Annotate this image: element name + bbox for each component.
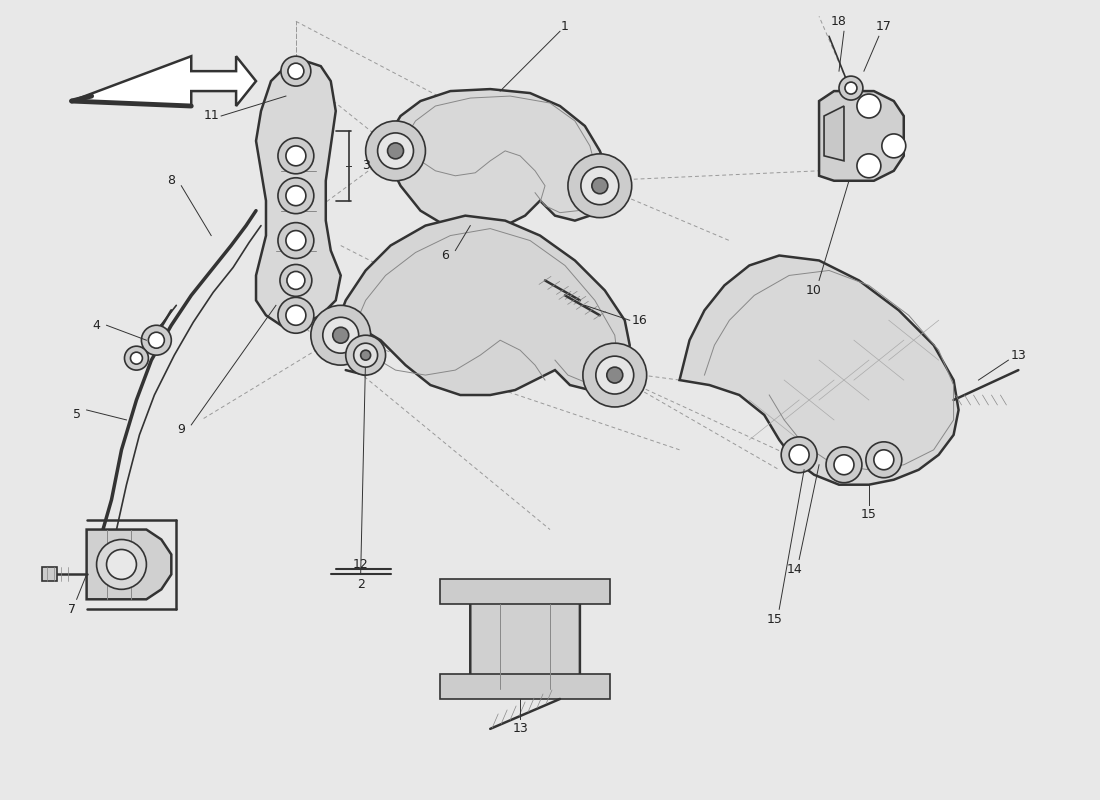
Circle shape [607, 367, 623, 383]
Polygon shape [72, 56, 256, 106]
Circle shape [280, 56, 311, 86]
Circle shape [311, 306, 371, 365]
Circle shape [365, 121, 426, 181]
Text: 9: 9 [177, 423, 185, 436]
Circle shape [789, 445, 810, 465]
Circle shape [131, 352, 142, 364]
Circle shape [142, 326, 172, 355]
Polygon shape [680, 255, 958, 485]
Circle shape [592, 178, 608, 194]
Circle shape [286, 146, 306, 166]
Text: 6: 6 [441, 249, 449, 262]
Text: 14: 14 [786, 563, 802, 576]
Circle shape [286, 230, 306, 250]
Circle shape [97, 539, 146, 590]
Text: 1: 1 [561, 20, 569, 33]
Text: 15: 15 [861, 508, 877, 521]
Circle shape [279, 265, 311, 296]
Polygon shape [471, 584, 580, 689]
Circle shape [568, 154, 631, 218]
Circle shape [583, 343, 647, 407]
Circle shape [333, 327, 349, 343]
Text: 2: 2 [356, 578, 364, 591]
Circle shape [839, 76, 862, 100]
Circle shape [882, 134, 905, 158]
Circle shape [278, 298, 314, 334]
Circle shape [286, 306, 306, 326]
Text: 10: 10 [806, 284, 822, 297]
Circle shape [278, 222, 314, 258]
Text: 4: 4 [92, 318, 100, 332]
Polygon shape [386, 89, 609, 230]
Circle shape [857, 94, 881, 118]
Text: 7: 7 [68, 602, 76, 616]
Text: 8: 8 [167, 174, 175, 187]
Circle shape [857, 154, 881, 178]
Circle shape [781, 437, 817, 473]
Circle shape [361, 350, 371, 360]
Circle shape [107, 550, 136, 579]
Circle shape [322, 318, 359, 353]
Text: 16: 16 [631, 314, 648, 326]
Circle shape [826, 447, 862, 482]
Circle shape [148, 332, 164, 348]
Circle shape [873, 450, 894, 470]
Text: 15: 15 [767, 613, 782, 626]
Polygon shape [820, 91, 904, 181]
Text: 5: 5 [73, 409, 80, 422]
Polygon shape [256, 61, 341, 326]
Bar [440, 579, 609, 604]
Polygon shape [87, 530, 172, 599]
Polygon shape [42, 567, 57, 582]
Text: 12: 12 [353, 558, 369, 571]
Text: 13: 13 [1011, 349, 1026, 362]
Text: 18: 18 [832, 15, 847, 28]
Circle shape [288, 63, 304, 79]
Text: 11: 11 [204, 110, 219, 122]
Polygon shape [331, 216, 629, 395]
Text: 13: 13 [513, 722, 528, 735]
Circle shape [596, 356, 634, 394]
Bar [440, 674, 609, 699]
Circle shape [286, 186, 306, 206]
Circle shape [278, 138, 314, 174]
Circle shape [581, 167, 619, 205]
Polygon shape [824, 106, 844, 161]
Circle shape [387, 143, 404, 159]
Circle shape [287, 271, 305, 290]
Circle shape [834, 455, 854, 474]
Text: 3: 3 [362, 159, 370, 172]
Circle shape [845, 82, 857, 94]
Circle shape [124, 346, 148, 370]
Circle shape [354, 343, 377, 367]
Circle shape [866, 442, 902, 478]
Circle shape [278, 178, 314, 214]
Text: 17: 17 [876, 20, 892, 33]
Circle shape [345, 335, 386, 375]
Circle shape [377, 133, 414, 169]
